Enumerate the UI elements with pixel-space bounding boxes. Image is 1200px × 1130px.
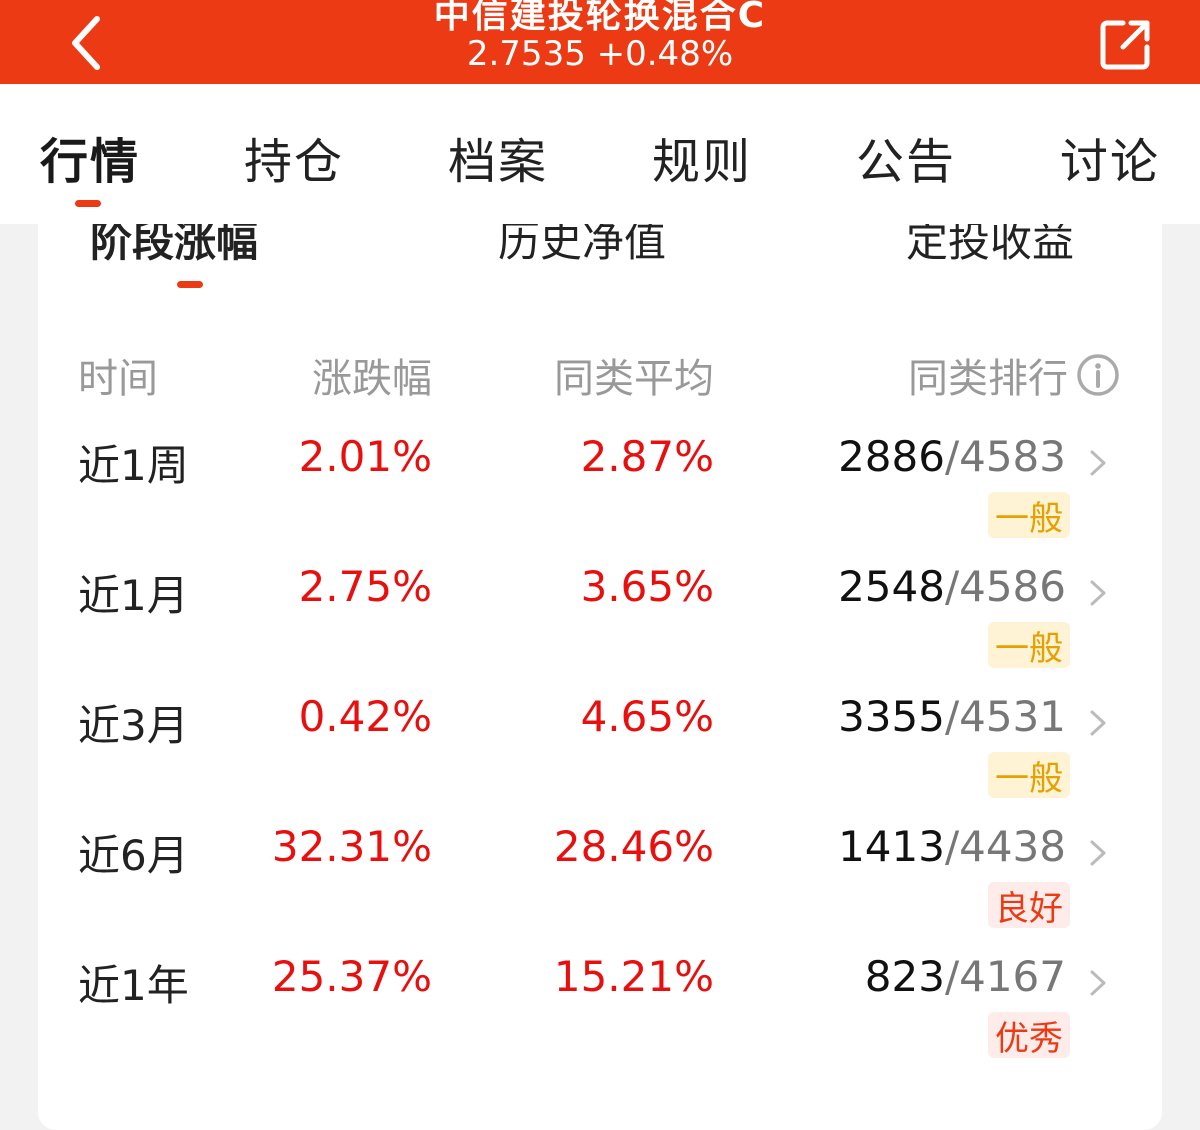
rank-total: /4586 (944, 562, 1066, 611)
table-row[interactable]: 近6月 32.31% 28.46% 1413/4438 良好 (38, 822, 1162, 952)
row-period: 近1年 (78, 961, 189, 1010)
rank-total: /4583 (944, 432, 1066, 481)
active-tab-indicator (75, 200, 101, 207)
row-avg: 2.87% (580, 432, 714, 481)
col-header-period: 时间 (78, 356, 158, 402)
active-subtab-indicator (177, 281, 203, 288)
table-row[interactable]: 近1年 25.37% 15.21% 823/4167 优秀 (38, 952, 1162, 1082)
row-avg: 28.46% (553, 822, 714, 871)
row-change: 0.42% (298, 692, 432, 741)
tab-profile[interactable]: 档案 (448, 134, 549, 190)
rank-value: 3355 (838, 692, 945, 741)
row-avg: 3.65% (580, 562, 714, 611)
rank-value: 1413 (838, 822, 945, 871)
row-rank: 3355/4531 (838, 692, 1066, 741)
rank-value: 2886 (838, 432, 945, 481)
main-tabs: 行情 持仓 档案 规则 公告 讨论 (0, 84, 1200, 224)
chevron-right-icon[interactable] (1086, 708, 1110, 738)
performance-card: 阶段涨幅 历史净值 定投收益 时间 涨跌幅 同类平均 同类排行 近1周 2.01… (38, 200, 1162, 1130)
rank-value: 2548 (838, 562, 945, 611)
row-change: 2.01% (298, 432, 432, 481)
col-header-change: 涨跌幅 (312, 356, 432, 402)
back-button[interactable] (52, 8, 122, 78)
fund-name: 中信建投轮换混合C (433, 0, 767, 36)
chevron-left-icon (72, 16, 100, 70)
subtab-period-returns[interactable]: 阶段涨幅 (90, 217, 259, 266)
rating-badge: 一般 (988, 492, 1070, 539)
row-period: 近3月 (78, 701, 189, 750)
table-row[interactable]: 近3月 0.42% 4.65% 3355/4531 一般 (38, 692, 1162, 822)
row-rank: 2886/4583 (838, 432, 1066, 481)
rating-badge: 一般 (988, 752, 1070, 799)
info-icon[interactable] (1075, 352, 1121, 398)
chevron-right-icon[interactable] (1086, 968, 1110, 998)
row-change: 32.31% (271, 822, 432, 871)
row-rank: 2548/4586 (838, 562, 1066, 611)
tab-discussion[interactable]: 讨论 (1060, 134, 1161, 190)
top-header: 中信建投轮换混合C 2.7535 +0.48% (0, 0, 1200, 84)
table-row[interactable]: 近1周 2.01% 2.87% 2886/4583 一般 (38, 432, 1162, 562)
row-change: 2.75% (298, 562, 432, 611)
row-change: 25.37% (271, 952, 432, 1001)
header-title: 中信建投轮换混合C 2.7535 +0.48% (300, 0, 900, 84)
row-period: 近1月 (78, 571, 189, 620)
share-icon (1100, 20, 1150, 70)
chevron-right-icon[interactable] (1086, 448, 1110, 478)
row-avg: 15.21% (553, 952, 714, 1001)
row-rank: 1413/4438 (838, 822, 1066, 871)
tab-quotes[interactable]: 行情 (40, 134, 141, 190)
col-header-rank: 同类排行 (908, 356, 1068, 402)
chevron-right-icon[interactable] (1086, 578, 1110, 608)
subtab-sip-returns[interactable]: 定投收益 (906, 217, 1075, 266)
share-button[interactable] (1090, 10, 1160, 80)
rank-total: /4167 (944, 952, 1066, 1001)
nav-price: 2.7535 +0.48% (466, 34, 734, 74)
tab-announcements[interactable]: 公告 (856, 134, 957, 190)
tab-holdings[interactable]: 持仓 (244, 134, 345, 190)
rank-value: 823 (864, 952, 945, 1001)
row-avg: 4.65% (580, 692, 714, 741)
rank-total: /4531 (944, 692, 1066, 741)
rating-badge: 一般 (988, 622, 1070, 669)
subtab-nav-history[interactable]: 历史净值 (498, 217, 667, 266)
rating-badge: 良好 (988, 882, 1070, 929)
row-rank: 823/4167 (865, 952, 1066, 1001)
col-header-avg: 同类平均 (554, 356, 714, 402)
row-period: 近6月 (78, 831, 189, 880)
rating-badge: 优秀 (988, 1012, 1070, 1059)
tab-rules[interactable]: 规则 (652, 134, 753, 190)
rank-total: /4438 (944, 822, 1066, 871)
table-row[interactable]: 近1月 2.75% 3.65% 2548/4586 一般 (38, 562, 1162, 692)
chevron-right-icon[interactable] (1086, 838, 1110, 868)
row-period: 近1周 (78, 441, 189, 490)
